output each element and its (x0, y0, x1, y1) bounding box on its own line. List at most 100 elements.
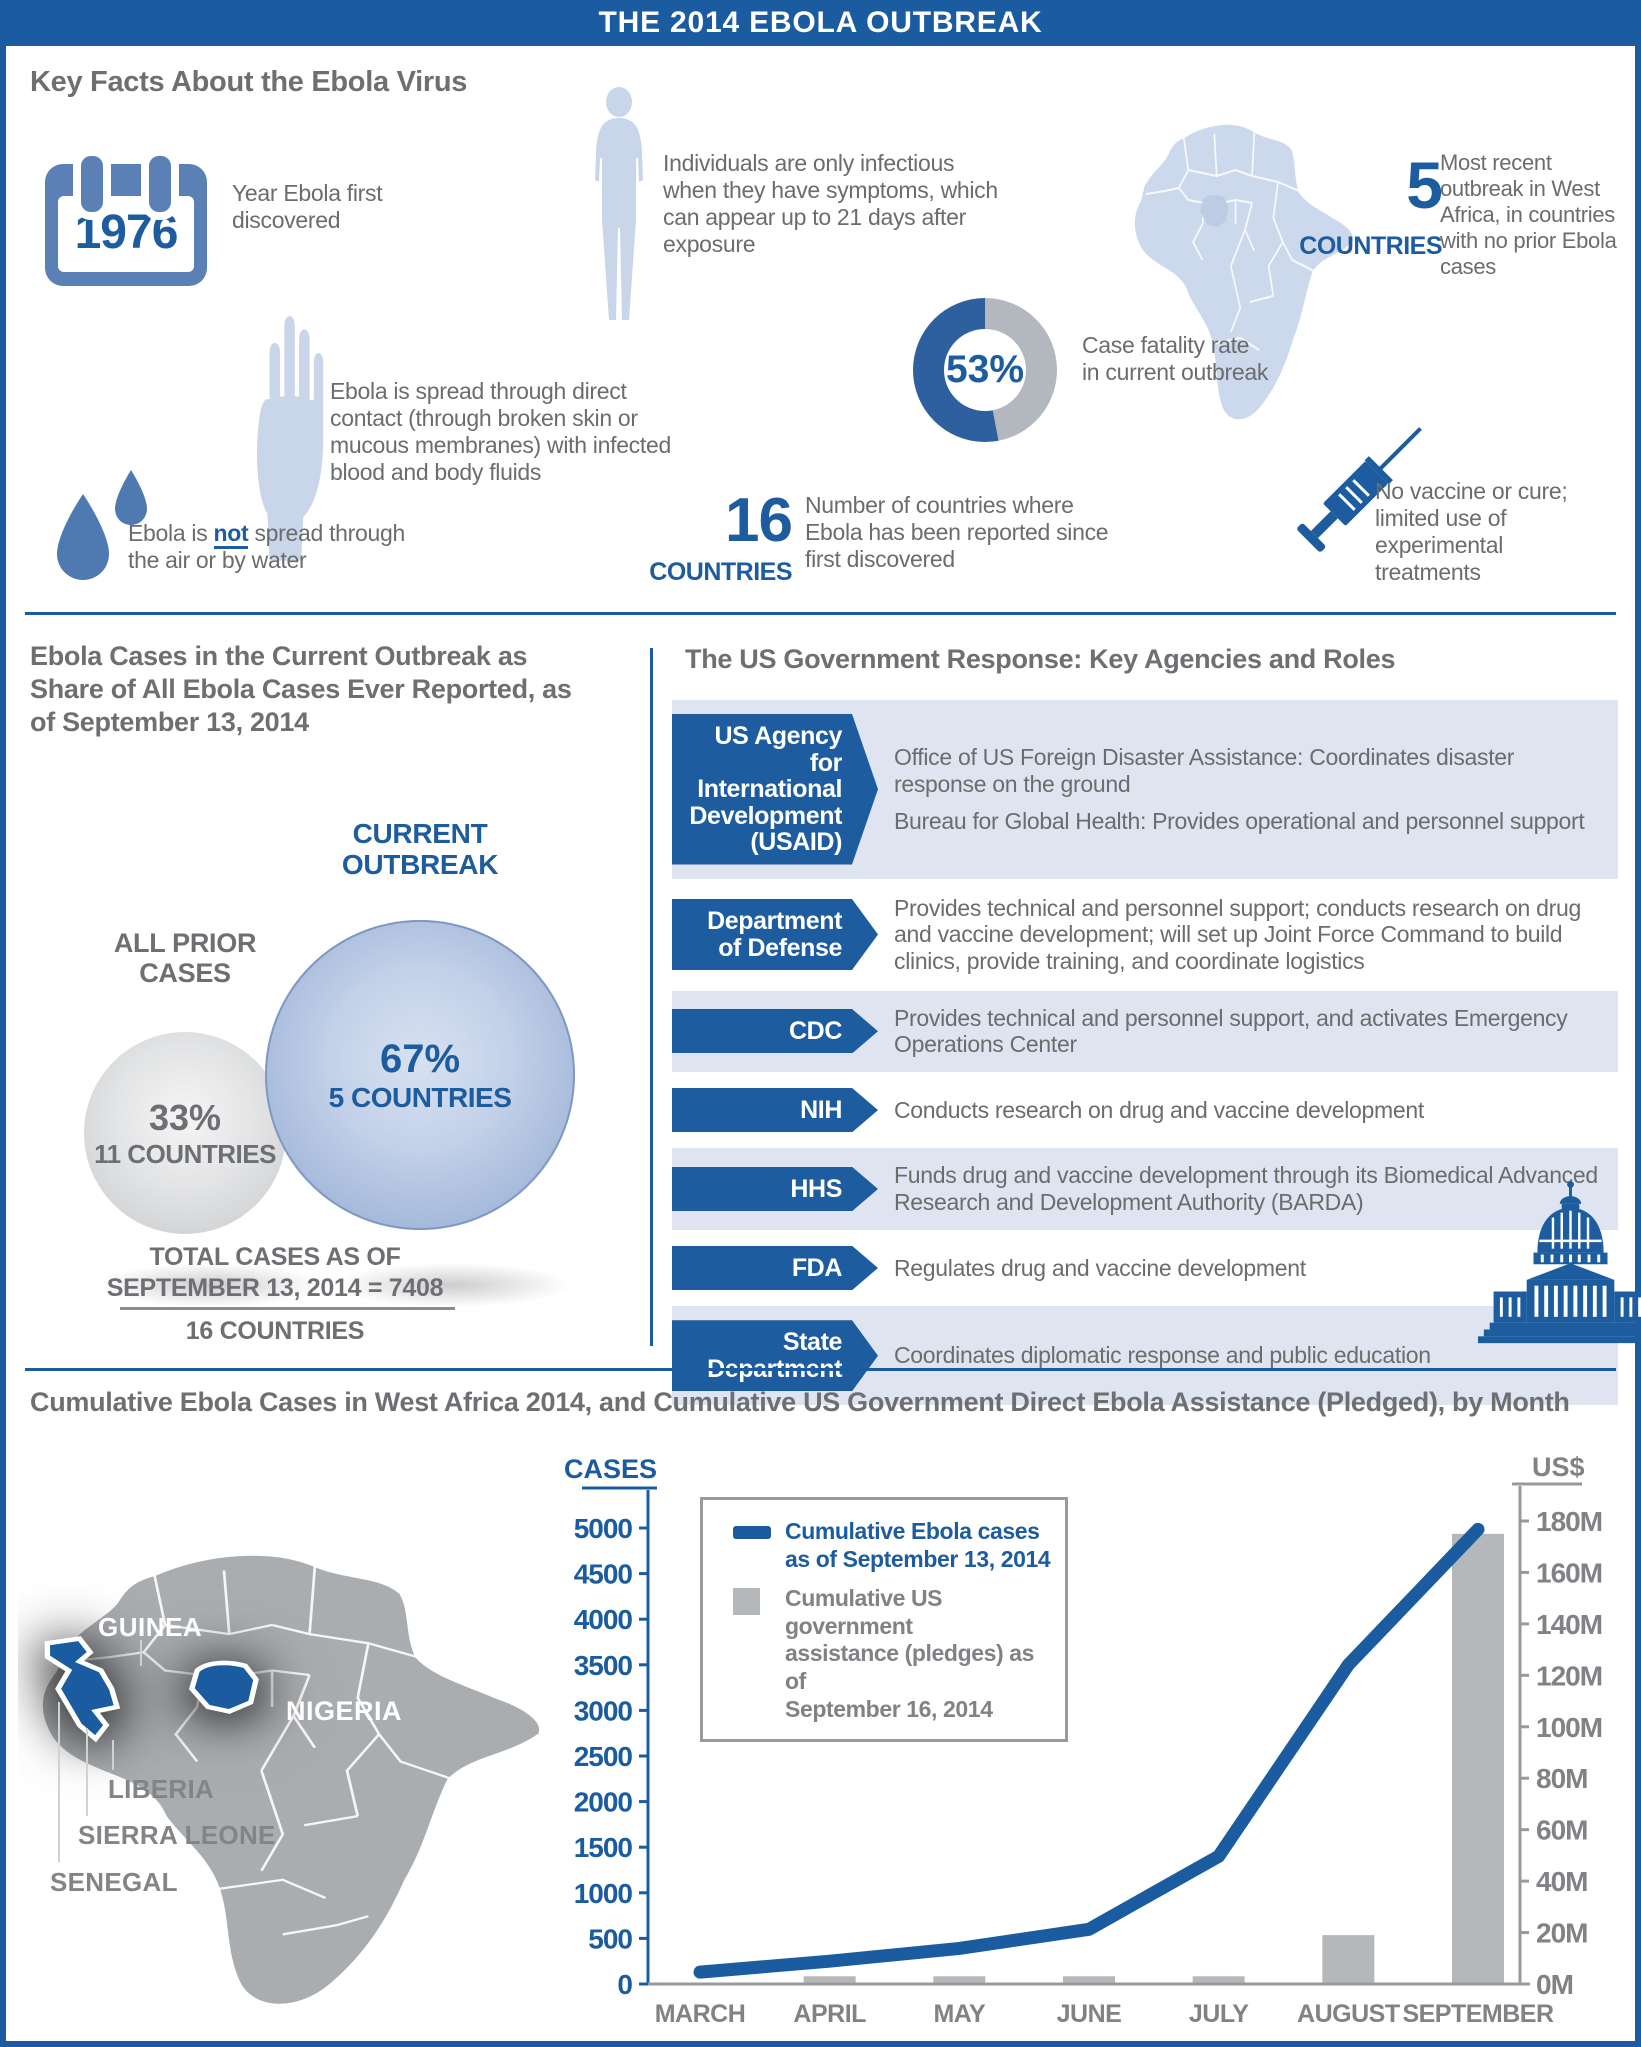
hand-icon (257, 316, 324, 561)
bubble-shadow (95, 1262, 325, 1308)
africa-map-large (40, 1553, 542, 2006)
capitol-icon (1478, 1181, 1641, 1344)
countries-5-number: 5 (1406, 148, 1443, 222)
fact-not-spread-text: Ebola is not spread through the air or b… (128, 520, 438, 574)
header-bar: THE 2014 EBOLA OUTBREAK (0, 0, 1641, 46)
agency-description: Provides technical and personnel support… (894, 894, 1581, 974)
left-tick-label: 4500 (574, 1559, 633, 1590)
bar-swatch-icon (733, 1588, 760, 1616)
left-tick-label: 1000 (574, 1878, 633, 1909)
fact-vaccine-text: No vaccine or cure; limited use of exper… (1375, 478, 1568, 586)
agency-description: Provides technical and personnel support… (894, 1004, 1568, 1058)
month-label: JUNE (1057, 2000, 1122, 2028)
frame-right (1635, 46, 1641, 2047)
africa-map-small-icon (1132, 122, 1355, 422)
prior-percent: 33% (148, 1096, 222, 1138)
prior-countries: 11 COUNTRIES (94, 1138, 276, 1169)
total-countries-text: 16 COUNTRIES (185, 1317, 365, 1345)
right-tick-label: 20M (1536, 1918, 1587, 1949)
countries-5-unit: COUNTRIES (1299, 232, 1442, 260)
legend-item-cases: Cumulative Ebola cases as of September 1… (733, 1518, 1051, 1573)
assistance-bar (1452, 1533, 1504, 1984)
left-tick-label: 5000 (574, 1513, 633, 1544)
right-tick-label: 80M (1536, 1763, 1587, 1794)
column-divider (650, 648, 653, 1346)
agency-arrow-label: Department of Defense (672, 899, 878, 970)
agency-arrow-label: FDA (672, 1246, 878, 1291)
current-outbreak-bubble: 67% 5 COUNTRIES (265, 920, 575, 1230)
left-tick-label: 2500 (574, 1741, 633, 1772)
legend-cases-text: Cumulative Ebola cases as of September 1… (785, 1518, 1051, 1572)
agency-arrow-label: HHS (672, 1167, 878, 1212)
left-tick-label: 3000 (574, 1695, 633, 1726)
left-tick-label: 500 (588, 1923, 632, 1954)
left-tick-label: 3500 (574, 1650, 633, 1681)
total-cases-line2: SEPTEMBER 13, 2014 = 7408 (106, 1274, 444, 1303)
assistance-bar (1063, 1976, 1115, 1984)
person-icon (595, 87, 643, 320)
fact-reported-text: Number of countries where Ebola has been… (805, 492, 1109, 573)
gov-response-title: The US Government Response: Key Agencies… (685, 644, 1396, 674)
calendar-icon: 1976 (45, 148, 207, 288)
countries-16-unit: COUNTRIES (649, 558, 792, 586)
leader-line-liberia (112, 1740, 114, 1770)
right-axis-title: US$ (1532, 1452, 1585, 1482)
total-cases-text: TOTAL CASES AS OF SEPTEMBER 13, 2014 = 7… (85, 1242, 465, 1305)
left-tick-label: 1500 (574, 1832, 633, 1863)
right-tick-label: 40M (1536, 1866, 1587, 1897)
fact-infectious-text: Individuals are only infectious when the… (663, 150, 998, 258)
agency-row: NIH Conducts research on drug and vaccine… (672, 1082, 1618, 1139)
assistance-bar (803, 1976, 856, 1984)
agency-arrow-label: State Department (672, 1320, 878, 1391)
map-label-senegal: SENEGAL (50, 1867, 178, 1897)
agency-table: US Agency for International Development … (672, 700, 1618, 1415)
countries-16-number: 16 (725, 486, 793, 555)
agency-description: Conducts research on drug and vaccine de… (894, 1096, 1424, 1123)
month-label: AUGUST (1297, 2000, 1400, 2028)
agency-row: CDC Provides technical and personnel supp… (672, 990, 1618, 1072)
right-tick-label: 140M (1536, 1609, 1602, 1640)
leader-line-senegal (58, 1702, 60, 1862)
agency-description: Regulates drug and vaccine development (894, 1254, 1306, 1281)
prior-cases-bubble: 33% 11 COUNTRIES (84, 1032, 286, 1234)
left-tick-label: 0 (617, 1969, 632, 2000)
agency-row: FDA Regulates drug and vaccine developmen… (672, 1240, 1618, 1297)
agency-description: Coordinates diplomatic response and publ… (894, 1342, 1431, 1369)
section-divider (25, 612, 1616, 615)
fatality-donut-chart: 53% (913, 298, 1057, 442)
month-label: JULY (1189, 2000, 1249, 2028)
month-label: APRIL (793, 2000, 866, 2028)
key-facts-heading: Key Facts About the Ebola Virus (30, 66, 468, 98)
agency-row: HHS Funds drug and vaccine development th… (672, 1148, 1618, 1230)
right-tick-label: 180M (1536, 1506, 1602, 1537)
agency-row: US Agency for International Development … (672, 700, 1618, 879)
current-outbreak-label: CURRENT OUTBREAK (341, 818, 499, 881)
fact-spread-text: Ebola is spread through direct contact (… (330, 378, 671, 486)
cases-line (693, 1522, 1485, 1979)
map-label-sierra-leone: SIERRA LEONE (78, 1820, 276, 1850)
month-label: MARCH (655, 2000, 746, 2028)
line-swatch-icon (733, 1526, 771, 1539)
not-spread-suffix: spread through the air or by water (128, 520, 405, 574)
left-tick-label: 2000 (574, 1787, 633, 1818)
fact-year-text: Year Ebola first discovered (232, 180, 383, 234)
agency-arrow-label: CDC (672, 1009, 878, 1054)
water-drops-icon (57, 470, 147, 580)
fact-recent-outbreak-text: Most recent outbreak in West Africa, in … (1440, 150, 1617, 279)
assistance-bar (933, 1976, 986, 1984)
current-countries: 5 COUNTRIES (328, 1081, 512, 1113)
right-tick-label: 60M (1536, 1815, 1587, 1846)
calendar-ring-icon (141, 148, 179, 220)
outbreak-share-title: Ebola Cases in the Current Outbreak as S… (30, 641, 572, 737)
right-tick-label: 0M (1536, 1969, 1573, 2000)
legend-item-assistance: Cumulative US government assistance (ple… (733, 1585, 1051, 1723)
map-label-guinea: GUINEA (98, 1612, 203, 1642)
section-divider (25, 1368, 1616, 1371)
syringe-icon (1297, 427, 1422, 552)
total-cases-line1: TOTAL CASES AS OF (149, 1243, 401, 1271)
page-title: THE 2014 EBOLA OUTBREAK (598, 6, 1043, 39)
all-prior-cases-label: ALL PRIOR CASES (113, 928, 257, 989)
chart-legend: Cumulative Ebola cases as of September 1… (700, 1497, 1068, 1743)
right-tick-label: 120M (1536, 1660, 1602, 1691)
